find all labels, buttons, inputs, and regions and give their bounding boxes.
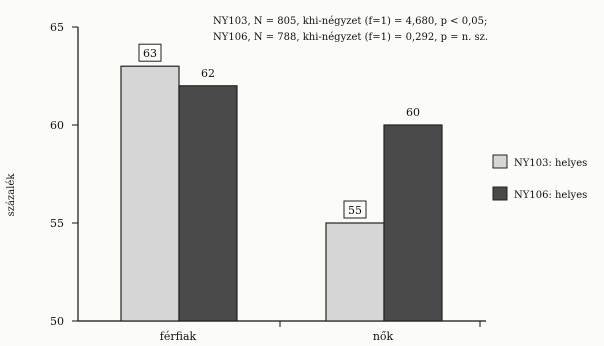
data-label: 62: [201, 67, 215, 80]
bar: [383, 124, 443, 322]
legend-label: NY106: helyes: [514, 190, 587, 201]
value-labels: 63 55 62 60: [138, 43, 420, 219]
x-category-label: férfiak: [160, 330, 197, 343]
legend: NY103: helyes NY106: helyes: [492, 154, 587, 201]
stat-note-ny103: NY103, N = 805, khi-négyzet (f=1) = 4,68…: [213, 16, 487, 27]
legend-swatch: [492, 186, 508, 201]
bar: [325, 222, 385, 322]
data-label-box: [138, 43, 162, 62]
stat-note-ny106: NY106, N = 788, khi-négyzet (f=1) = 0,29…: [213, 32, 488, 43]
data-label: 55: [348, 204, 362, 217]
data-label: 63: [143, 47, 157, 60]
x-categories: férfiak nők: [160, 330, 394, 343]
y-tick-label: 55: [50, 217, 64, 230]
y-tick-label: 60: [50, 119, 64, 132]
bars: [120, 65, 443, 322]
data-label-box: [343, 200, 367, 219]
legend-label: NY103: helyes: [514, 158, 587, 169]
y-axis-label: százalék: [6, 173, 17, 217]
data-label: 60: [406, 106, 420, 119]
y-tick-label: 65: [50, 21, 64, 34]
bar: [178, 85, 238, 322]
bar: [120, 65, 180, 322]
legend-swatch: [492, 154, 508, 169]
x-category-label: nők: [373, 330, 394, 343]
y-ticks: 50 55 60 65: [50, 21, 481, 328]
y-tick-label: 50: [50, 315, 64, 328]
